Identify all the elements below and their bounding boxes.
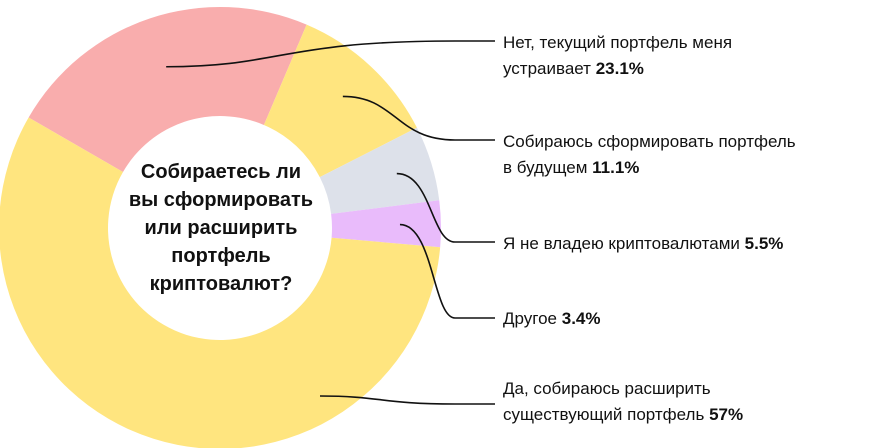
legend-label-line2: в будущем 11.1% [503,155,796,181]
chart-title-line: Собираетесь ли [140,161,302,183]
legend-item-future: Собираюсь сформировать портфель в будуще… [503,129,796,181]
chart-title: Собираетесь ли вы сформировать или расши… [115,158,327,298]
chart-title-line: или расширить [144,217,298,239]
leader-lines [166,40,495,405]
legend-label: в будущем [503,158,588,177]
legend-value: 57% [709,405,744,424]
donut-slice [0,117,441,448]
legend-label: Нет, текущий портфель меня [503,33,733,52]
leader-line [166,40,495,68]
leader-line [399,223,495,319]
leader-line [319,395,495,405]
legend-value: 11.1% [592,158,640,177]
legend-label: Другое [503,309,558,328]
donut-slice [263,24,417,178]
legend-label-line1: Другое 3.4% [503,306,601,332]
legend-label: Собираюсь сформировать портфель [503,132,796,151]
chart-title-line: портфель [171,245,271,267]
legend-item-no-crypto: Я не владею криптовалютами 5.5% [503,231,783,257]
legend-label-line2: существующий портфель 57% [503,402,743,428]
legend-label: Я не владею криптовалютами [503,234,740,253]
chart-title-line: вы сформировать [128,189,314,211]
legend-item-no: Нет, текущий портфель меня устраивает 23… [503,30,732,82]
legend-value: 3.4% [561,309,601,328]
legend-value: 5.5% [744,234,784,253]
legend-value: 23.1% [595,59,644,78]
legend-label-line2: устраивает 23.1% [503,56,732,82]
donut-slices [0,6,442,448]
legend-item-yes: Да, собираюсь расширить существующий пор… [503,376,743,428]
donut-slice [331,200,442,248]
legend-label: Да, собираюсь расширить [503,379,711,398]
donut-slice [319,127,440,214]
legend-label: устраивает [503,59,591,78]
chart-title-line: криптовалют? [149,273,293,295]
legend-label-line1: Я не владею криптовалютами 5.5% [503,231,783,257]
donut-slice [28,6,307,172]
leader-line [342,95,495,141]
legend-item-other: Другое 3.4% [503,306,601,332]
leader-line [396,172,495,243]
legend-label: существующий портфель [503,405,705,424]
